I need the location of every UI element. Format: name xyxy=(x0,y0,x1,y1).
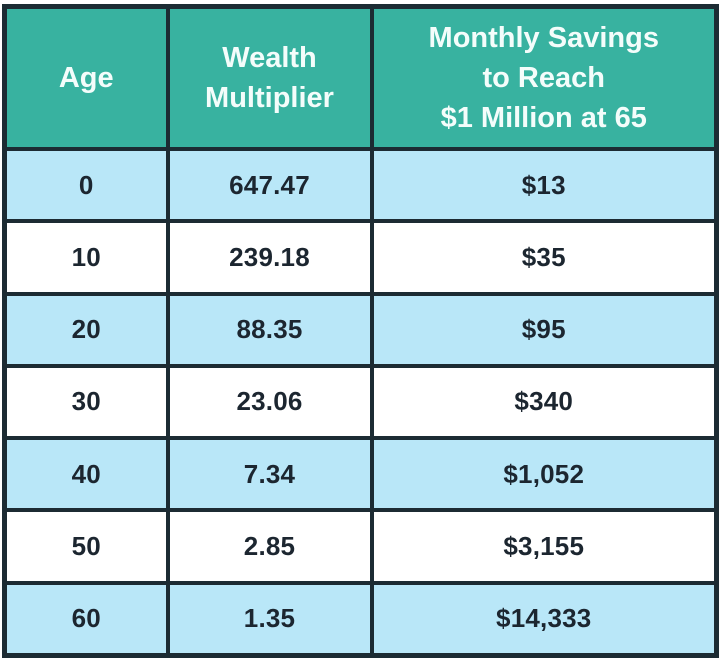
multiplier-cell: 7.34 xyxy=(165,436,374,513)
table-row-age-40: 40 7.34 $1,052 xyxy=(2,436,719,513)
multiplier-cell: 1.35 xyxy=(165,580,374,658)
table-row-age-0: 0 647.47 $13 xyxy=(2,146,719,224)
multiplier-cell: 23.06 xyxy=(165,363,374,441)
savings-cell: $14,333 xyxy=(369,580,719,658)
savings-cell: $1,052 xyxy=(369,436,719,513)
wealth-multiplier-table: Age Wealth Multiplier Monthly Savings to… xyxy=(2,4,719,658)
age-cell: 0 xyxy=(2,146,170,224)
table-row-age-50: 50 2.85 $3,155 xyxy=(2,508,719,585)
multiplier-cell: 2.85 xyxy=(165,508,374,585)
table-body: 0 647.47 $13 10 239.18 $35 20 88.35 $95 … xyxy=(2,146,719,658)
table-row-age-30: 30 23.06 $340 xyxy=(2,363,719,441)
savings-cell: $95 xyxy=(369,291,719,368)
column-header-monthly-savings: Monthly Savings to Reach $1 Million at 6… xyxy=(369,4,719,151)
table-row-age-20: 20 88.35 $95 xyxy=(2,291,719,368)
multiplier-cell: 647.47 xyxy=(165,146,374,224)
savings-cell: $35 xyxy=(369,219,719,296)
table-row-age-10: 10 239.18 $35 xyxy=(2,219,719,296)
table-header: Age Wealth Multiplier Monthly Savings to… xyxy=(2,4,719,151)
age-cell: 50 xyxy=(2,508,170,585)
age-cell: 60 xyxy=(2,580,170,658)
table-row-age-60: 60 1.35 $14,333 xyxy=(2,580,719,658)
multiplier-cell: 239.18 xyxy=(165,219,374,296)
header-row: Age Wealth Multiplier Monthly Savings to… xyxy=(2,4,719,151)
age-cell: 30 xyxy=(2,363,170,441)
age-cell: 40 xyxy=(2,436,170,513)
savings-cell: $13 xyxy=(369,146,719,224)
savings-cell: $340 xyxy=(369,363,719,441)
column-header-age: Age xyxy=(2,4,170,151)
column-header-wealth-multiplier: Wealth Multiplier xyxy=(165,4,374,151)
age-cell: 10 xyxy=(2,219,170,296)
savings-cell: $3,155 xyxy=(369,508,719,585)
age-cell: 20 xyxy=(2,291,170,368)
multiplier-cell: 88.35 xyxy=(165,291,374,368)
